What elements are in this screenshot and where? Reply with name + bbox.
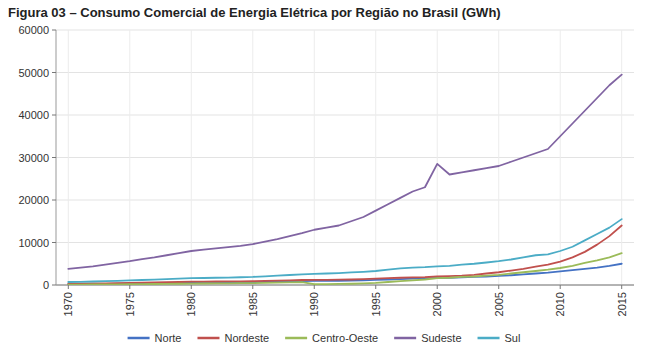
x-tick-label: 2000 — [431, 292, 443, 316]
legend-swatch — [394, 337, 416, 340]
legend-label: Centro-Oeste — [312, 332, 378, 344]
legend-swatch — [285, 337, 307, 340]
legend: Norte Nordeste Centro-Oeste Sudeste Sul — [128, 332, 521, 344]
y-grid-line — [56, 115, 634, 116]
series-lines — [68, 75, 621, 285]
y-grid-line — [56, 30, 634, 31]
y-tick-label: 60000 — [18, 24, 49, 36]
legend-label: Sudeste — [421, 332, 461, 344]
x-grid-line — [252, 30, 253, 285]
legend-item: Sul — [478, 332, 521, 344]
grid — [56, 30, 634, 285]
y-tick-label: 50000 — [18, 67, 49, 79]
x-tick-label: 1990 — [308, 292, 320, 316]
y-tick-label: 0 — [43, 279, 49, 291]
y-grid-line — [56, 157, 634, 158]
y-grid-line — [56, 200, 634, 201]
y-grid-line — [56, 72, 634, 73]
y-tick — [52, 285, 56, 286]
x-tick-label: 1975 — [124, 292, 136, 316]
y-tick — [52, 157, 56, 158]
x-tick-label: 2010 — [554, 292, 566, 316]
y-tick-label: 10000 — [18, 237, 49, 249]
x-grid-line — [68, 30, 69, 285]
y-tick-label: 40000 — [18, 109, 49, 121]
x-tick — [437, 285, 438, 289]
y-tick — [52, 200, 56, 201]
x-tick-label: 1995 — [370, 292, 382, 316]
legend-label: Sul — [505, 332, 521, 344]
y-axis: 0 10000 20000 30000 40000 50000 60000 — [18, 24, 56, 291]
series-line — [68, 75, 621, 269]
x-tick — [375, 285, 376, 289]
x-tick-label: 2005 — [493, 292, 505, 316]
x-tick-label: 1985 — [247, 292, 259, 316]
x-grid-line — [621, 30, 622, 285]
x-tick — [252, 285, 253, 289]
x-tick — [191, 285, 192, 289]
y-tick — [52, 72, 56, 73]
x-tick — [129, 285, 130, 289]
x-tick — [621, 285, 622, 289]
y-tick — [52, 242, 56, 243]
legend-item: Norte — [128, 332, 182, 344]
legend-label: Norte — [155, 332, 182, 344]
x-tick — [314, 285, 315, 289]
y-tick — [52, 115, 56, 116]
x-axis: 1970 1975 1980 1985 1990 1995 2000 2005 2010 2015 — [62, 285, 627, 316]
x-grid-line — [129, 30, 130, 285]
x-tick-label: 1980 — [185, 292, 197, 316]
chart: Figura 03 – Consumo Comercial de Energia… — [0, 0, 648, 351]
y-grid-line — [56, 242, 634, 243]
legend-swatch — [478, 337, 500, 340]
x-grid-line — [191, 30, 192, 285]
x-grid-line — [437, 30, 438, 285]
x-grid-line — [560, 30, 561, 285]
legend-item: Nordeste — [197, 332, 269, 344]
legend-item: Sudeste — [394, 332, 461, 344]
series-line — [68, 219, 621, 282]
x-grid-line — [314, 30, 315, 285]
x-tick — [68, 285, 69, 289]
y-tick-label: 30000 — [18, 152, 49, 164]
x-tick-label: 1970 — [62, 292, 74, 316]
chart-title: Figura 03 – Consumo Comercial de Energia… — [8, 5, 501, 20]
legend-label: Nordeste — [224, 332, 269, 344]
x-tick-label: 2015 — [616, 292, 628, 316]
y-tick-label: 20000 — [18, 194, 49, 206]
legend-swatch — [197, 337, 219, 340]
y-tick — [52, 30, 56, 31]
x-tick — [498, 285, 499, 289]
legend-swatch — [128, 337, 150, 340]
legend-item: Centro-Oeste — [285, 332, 378, 344]
x-tick — [560, 285, 561, 289]
x-grid-line — [498, 30, 499, 285]
x-grid-line — [375, 30, 376, 285]
